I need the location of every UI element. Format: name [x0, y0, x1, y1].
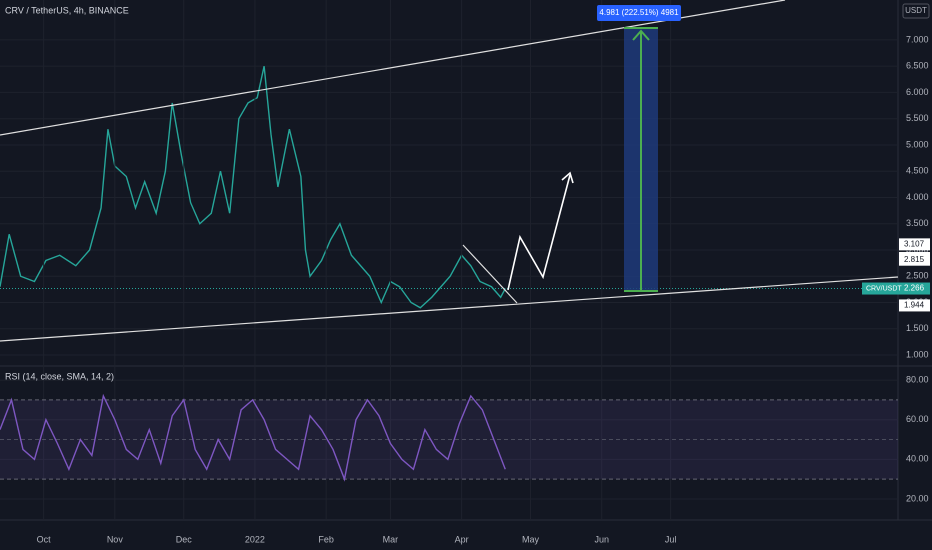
measure-label: 4.981 (222.51%) 4981 — [599, 8, 679, 17]
drawings: 4.981 (222.51%) 4981 USDT — [0, 0, 930, 342]
x-tick-label: Mar — [383, 534, 399, 544]
x-tick-label: Jun — [594, 534, 609, 544]
y-tick-label: 20.00 — [906, 493, 929, 503]
series-line — [0, 393, 506, 482]
series-line — [0, 66, 506, 309]
price-label-box — [899, 299, 930, 312]
channel-upper — [0, 0, 786, 136]
rsi-title: RSI (14, close, SMA, 14, 2) — [5, 371, 114, 381]
price-label: 2.815 — [904, 255, 925, 264]
x-tick-label: Apr — [455, 534, 469, 544]
x-tick-label: Dec — [176, 534, 193, 544]
price-label: 1.944 — [904, 301, 925, 310]
x-tick-label: May — [522, 534, 540, 544]
measure-arrowhead — [632, 29, 650, 41]
y-tick-label: 2.500 — [906, 271, 929, 281]
y-tick-label: 80.00 — [906, 374, 929, 384]
trendline — [462, 244, 518, 304]
y-tick-label: 4.000 — [906, 192, 929, 202]
y-tick-label: 1.500 — [906, 323, 929, 333]
symbol-label: CRV/USDT — [866, 285, 902, 292]
symbol-label-box — [862, 282, 930, 295]
channel-lower — [0, 276, 899, 342]
y-tick-label: 7.000 — [906, 34, 929, 44]
x-tick-label: 2022 — [245, 534, 265, 544]
axis-unit: USDT — [905, 6, 927, 15]
y-tick-label: 6.000 — [906, 87, 929, 97]
measure-label-box — [597, 5, 681, 21]
price-label-box — [899, 238, 930, 251]
y-tick-label: 40.00 — [906, 454, 929, 464]
chart-title: CRV / TetherUS, 4h, BINANCE — [5, 5, 129, 15]
y-tick-label: 5.000 — [906, 139, 929, 149]
x-tick-label: Feb — [318, 534, 334, 544]
y-tick-label: 1.000 — [906, 349, 929, 359]
x-tick-label: Jul — [665, 534, 677, 544]
projection-arrowhead — [561, 171, 574, 184]
y-tick-label: 60.00 — [906, 414, 929, 424]
projection-path — [507, 174, 571, 291]
price-label-box — [899, 253, 930, 266]
y-tick-label: 5.500 — [906, 113, 929, 123]
y-tick-label: 4.500 — [906, 166, 929, 176]
unit-box — [902, 3, 930, 19]
y-tick-label: 6.500 — [906, 61, 929, 71]
x-tick-label: Nov — [107, 534, 124, 544]
last-price-label: 2.266 — [904, 284, 925, 293]
price-label: 3.107 — [904, 239, 925, 248]
y-tick-label: 3.500 — [906, 218, 929, 228]
x-tick-label: Oct — [37, 534, 52, 544]
